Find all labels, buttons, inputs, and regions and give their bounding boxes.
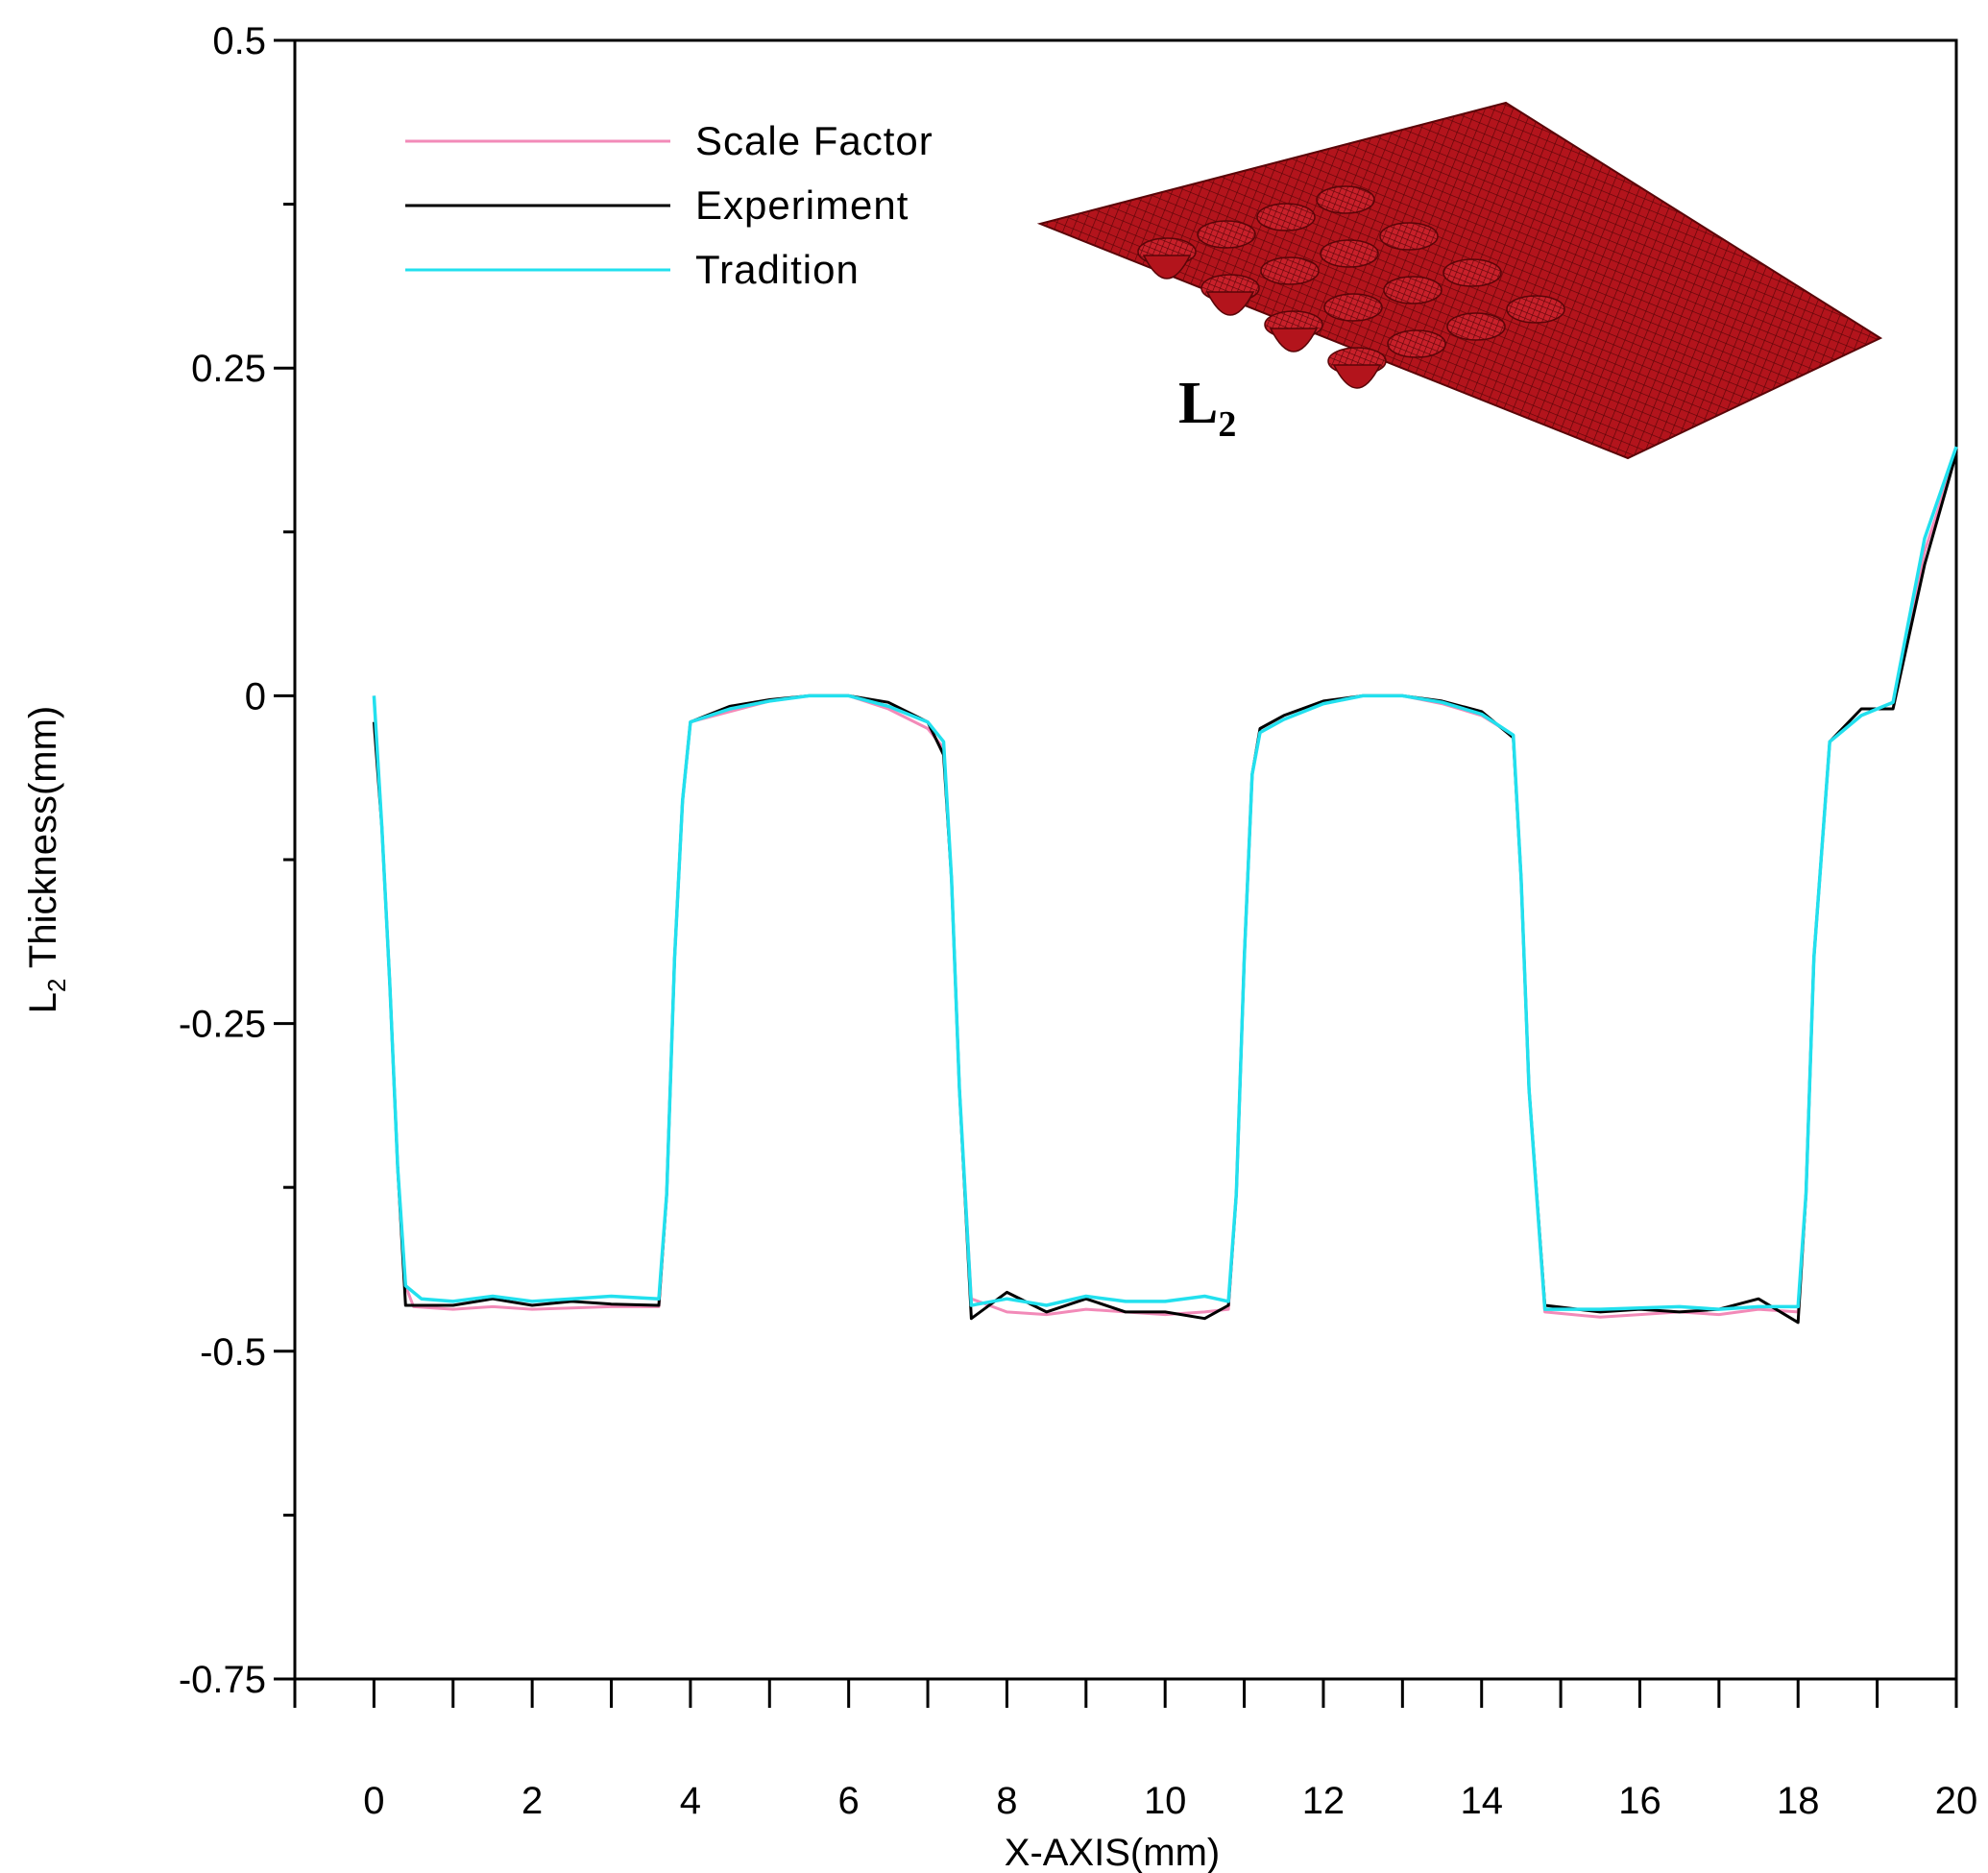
inset-dimple	[1323, 293, 1383, 322]
x-tick-label: 20	[1935, 1780, 1978, 1822]
y-axis-title-main: L	[22, 992, 64, 1013]
x-tick-label: 2	[521, 1780, 543, 1822]
inset-dimple	[1320, 239, 1379, 268]
y-tick-label: 0.25	[191, 348, 266, 390]
inset-dimple	[1260, 256, 1320, 285]
legend-label-experiment: Experiment	[695, 182, 909, 228]
inset-sheet-model: L2	[1036, 101, 1883, 460]
inset-label-main: L	[1178, 371, 1218, 436]
y-axis: 0.5 0.25 0 -0.25 -0.5 -0.75	[179, 20, 295, 1701]
svg-text:L2 Thickness(mm): L2 Thickness(mm)	[22, 706, 71, 1013]
inset-dimple	[1197, 220, 1256, 249]
inset-dimple	[1443, 258, 1502, 287]
x-tick-label: 8	[996, 1780, 1017, 1822]
legend-label-scale-factor: Scale Factor	[695, 118, 933, 163]
inset-dimples	[1137, 185, 1565, 389]
y-tick-label: 0	[245, 675, 266, 718]
x-tick-label: 12	[1302, 1780, 1346, 1822]
x-tick-label: 10	[1144, 1780, 1187, 1822]
x-axis: 0 2 4 6 8 10 12 14 16 18 20	[293, 1679, 1978, 1822]
inset-label: L2	[1178, 371, 1236, 445]
inset-dimple	[1387, 329, 1446, 358]
series-line-experiment	[372, 452, 1958, 1325]
inset-dimple	[1446, 312, 1506, 341]
x-axis-title: X-AXIS(mm)	[1005, 1832, 1220, 1873]
inset-dimple	[1379, 222, 1439, 251]
x-tick-label: 14	[1460, 1780, 1503, 1822]
x-tick-label: 18	[1777, 1780, 1820, 1822]
x-tick-label: 16	[1618, 1780, 1661, 1822]
y-tick-label: -0.5	[200, 1331, 266, 1374]
inset-dimple	[1383, 276, 1443, 304]
inset-dimple-profile	[1332, 364, 1382, 389]
legend-label-tradition: Tradition	[695, 247, 860, 292]
y-tick-label: -0.75	[179, 1659, 266, 1701]
series-layer	[372, 446, 1958, 1325]
y-axis-title-rest: Thickness(mm)	[22, 706, 64, 979]
inset-dimple-profile	[1205, 291, 1255, 316]
inset-dimple	[1506, 295, 1565, 324]
legend: Scale Factor Experiment Tradition	[405, 118, 933, 292]
x-tick-label: 4	[680, 1780, 701, 1822]
y-tick-label: -0.25	[179, 1004, 266, 1046]
y-tick-label: 0.5	[212, 20, 266, 62]
inset-dimple-profile	[1269, 328, 1319, 353]
y-axis-title-subscript: 2	[42, 979, 71, 992]
inset-label-subscript: 2	[1218, 404, 1236, 445]
x-tick-label: 6	[838, 1780, 860, 1822]
inset-dimple	[1316, 185, 1375, 214]
y-axis-title: L2 Thickness(mm)	[22, 706, 71, 1013]
x-tick-label: 0	[363, 1780, 384, 1822]
inset-dimple	[1256, 203, 1316, 231]
inset-dimple-profile	[1142, 255, 1192, 280]
series-line-tradition	[372, 446, 1958, 1311]
